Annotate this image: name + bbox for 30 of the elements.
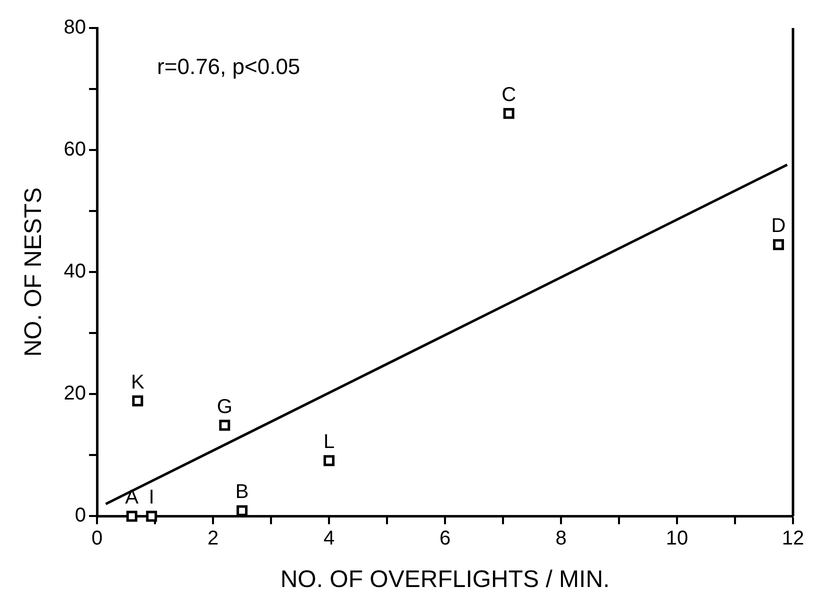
- annotation: I: [148, 486, 154, 509]
- point: [324, 455, 335, 466]
- y-tick-label: 80: [64, 16, 86, 39]
- annotation: K: [130, 371, 145, 394]
- annotation: B: [235, 481, 249, 504]
- x-tick-label: 0: [91, 528, 103, 550]
- x-tick-label: 8: [555, 528, 567, 550]
- x-tick-label: 4: [323, 528, 335, 550]
- point: [146, 510, 158, 522]
- x-tick-label: 12: [782, 528, 804, 550]
- annotation: L: [323, 431, 335, 454]
- point: [503, 108, 514, 119]
- point: [773, 239, 784, 250]
- point: [132, 395, 144, 406]
- annotation: D: [771, 215, 786, 238]
- x-tick-label: 2: [207, 528, 219, 550]
- annotation: r=0.76, p<0.05: [157, 54, 300, 80]
- point: [236, 505, 248, 516]
- y-tick-label: 0: [74, 504, 86, 527]
- annotation: C: [502, 84, 516, 106]
- point: [126, 510, 138, 522]
- y-axis-title: NO. OF NESTS: [20, 187, 48, 357]
- y-tick-label: 40: [64, 260, 86, 283]
- annotation: G: [216, 396, 232, 418]
- y-tick-label: 20: [64, 382, 86, 405]
- x-tick-label: 6: [439, 528, 451, 550]
- point: [219, 420, 230, 431]
- x-tick-label: 10: [666, 528, 688, 550]
- x-axis-title: NO. OF OVERFLIGHTS / MIN.: [280, 566, 610, 594]
- y-tick-label: 60: [64, 138, 86, 161]
